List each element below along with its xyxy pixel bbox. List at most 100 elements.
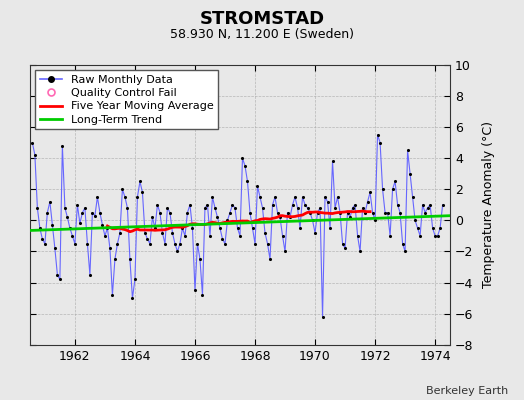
Point bbox=[181, 233, 189, 239]
Point bbox=[128, 295, 137, 301]
Point bbox=[248, 225, 257, 231]
Point bbox=[278, 233, 287, 239]
Point bbox=[146, 240, 154, 247]
Point bbox=[339, 240, 347, 247]
Point bbox=[293, 205, 302, 211]
Point bbox=[121, 194, 129, 200]
Point bbox=[439, 202, 447, 208]
Point bbox=[168, 230, 177, 236]
Point bbox=[406, 170, 414, 177]
Point bbox=[394, 202, 402, 208]
Text: Berkeley Earth: Berkeley Earth bbox=[426, 386, 508, 396]
Point bbox=[266, 256, 274, 262]
Point bbox=[219, 236, 227, 242]
Point bbox=[321, 194, 329, 200]
Point bbox=[196, 256, 204, 262]
Point bbox=[38, 236, 47, 242]
Point bbox=[33, 205, 41, 211]
Point bbox=[351, 202, 359, 208]
Point bbox=[238, 155, 247, 161]
Point bbox=[66, 225, 74, 231]
Point bbox=[51, 245, 59, 252]
Point bbox=[193, 240, 202, 247]
Point bbox=[353, 233, 362, 239]
Point bbox=[316, 205, 324, 211]
Point bbox=[41, 240, 49, 247]
Point bbox=[203, 202, 212, 208]
Point bbox=[73, 202, 82, 208]
Point bbox=[101, 233, 109, 239]
Point bbox=[28, 139, 37, 146]
Point bbox=[398, 240, 407, 247]
Point bbox=[384, 209, 392, 216]
Point bbox=[308, 217, 316, 224]
Point bbox=[136, 178, 144, 185]
Point bbox=[306, 209, 314, 216]
Point bbox=[331, 205, 339, 211]
Point bbox=[158, 230, 167, 236]
Point bbox=[366, 189, 374, 196]
Point bbox=[78, 209, 86, 216]
Point bbox=[264, 240, 272, 247]
Point bbox=[358, 205, 367, 211]
Point bbox=[106, 245, 114, 252]
Point bbox=[198, 292, 206, 298]
Point bbox=[433, 233, 442, 239]
Point bbox=[63, 214, 72, 220]
Point bbox=[126, 256, 134, 262]
Point bbox=[96, 209, 104, 216]
Point bbox=[371, 217, 379, 224]
Point bbox=[301, 202, 309, 208]
Point bbox=[343, 209, 352, 216]
Point bbox=[413, 225, 422, 231]
Point bbox=[376, 139, 384, 146]
Point bbox=[236, 233, 244, 239]
Point bbox=[226, 209, 234, 216]
Point bbox=[36, 225, 44, 231]
Point bbox=[93, 194, 102, 200]
Point bbox=[103, 225, 112, 231]
Point bbox=[71, 240, 79, 247]
Point bbox=[416, 233, 424, 239]
Point bbox=[256, 194, 264, 200]
Point bbox=[361, 209, 369, 216]
Point bbox=[81, 205, 89, 211]
Point bbox=[108, 292, 117, 298]
Point bbox=[421, 209, 429, 216]
Point bbox=[243, 178, 252, 185]
Point bbox=[418, 202, 427, 208]
Point bbox=[58, 142, 67, 149]
Point bbox=[403, 147, 412, 154]
Point bbox=[148, 214, 157, 220]
Point bbox=[56, 276, 64, 283]
Point bbox=[151, 225, 159, 231]
Point bbox=[378, 186, 387, 192]
Point bbox=[171, 240, 179, 247]
Point bbox=[251, 240, 259, 247]
Point bbox=[391, 178, 399, 185]
Text: 58.930 N, 11.200 E (Sweden): 58.930 N, 11.200 E (Sweden) bbox=[170, 28, 354, 41]
Point bbox=[46, 198, 54, 205]
Point bbox=[311, 230, 319, 236]
Point bbox=[113, 240, 122, 247]
Point bbox=[423, 205, 432, 211]
Point bbox=[261, 230, 269, 236]
Point bbox=[211, 205, 219, 211]
Point bbox=[246, 209, 254, 216]
Point bbox=[138, 189, 147, 196]
Point bbox=[208, 194, 216, 200]
Point bbox=[98, 222, 106, 228]
Point bbox=[31, 152, 39, 158]
Point bbox=[291, 194, 299, 200]
Legend: Raw Monthly Data, Quality Control Fail, Five Year Moving Average, Long-Term Tren: Raw Monthly Data, Quality Control Fail, … bbox=[36, 70, 218, 129]
Point bbox=[408, 194, 417, 200]
Point bbox=[141, 230, 149, 236]
Point bbox=[381, 209, 389, 216]
Point bbox=[116, 230, 124, 236]
Point bbox=[153, 202, 161, 208]
Point bbox=[53, 272, 62, 278]
Point bbox=[61, 205, 69, 211]
Point bbox=[253, 183, 261, 189]
Point bbox=[363, 198, 372, 205]
Point bbox=[123, 205, 132, 211]
